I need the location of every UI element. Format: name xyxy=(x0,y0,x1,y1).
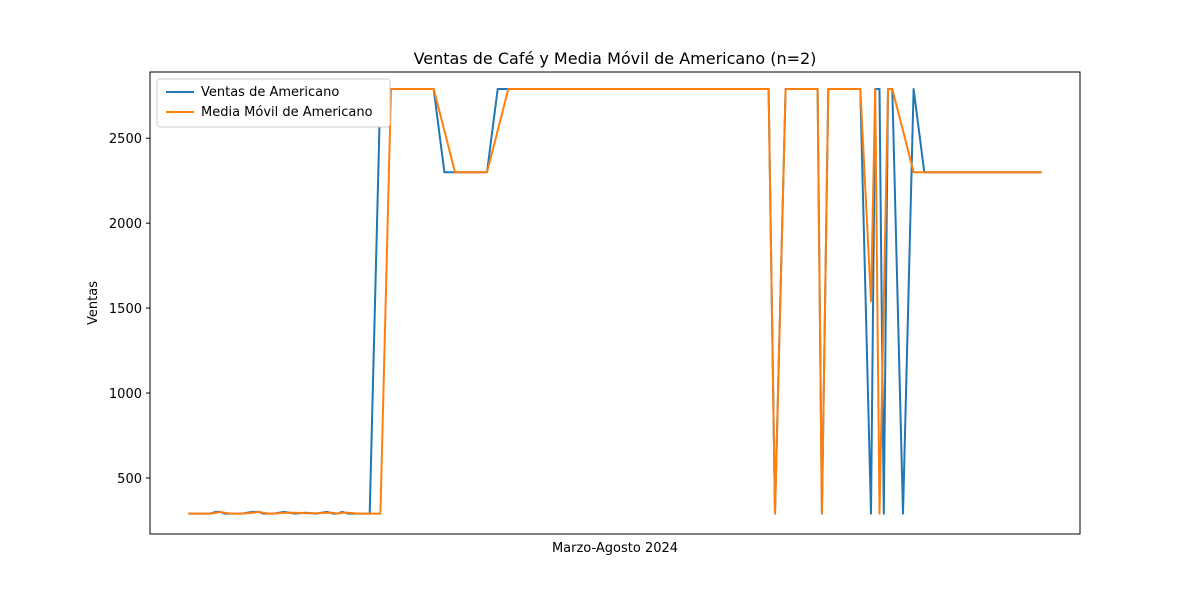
plot-frame xyxy=(149,71,1081,535)
legend: Ventas de Americano Media Móvil de Ameri… xyxy=(156,78,391,128)
y-tick-label: 1500 xyxy=(109,302,142,317)
legend-entry-media-movil: Media Móvil de Americano xyxy=(201,105,373,120)
chart-title: Ventas de Café y Media Móvil de American… xyxy=(414,49,817,68)
y-axis: 500 1000 1500 2000 2500 xyxy=(109,132,150,487)
x-axis-label: Marzo-Agosto 2024 xyxy=(552,541,678,556)
legend-frame xyxy=(156,78,391,128)
y-tick-label: 500 xyxy=(117,472,142,487)
series-layer xyxy=(188,88,1042,515)
y-tick-label: 2000 xyxy=(109,217,142,232)
y-tick-label: 1000 xyxy=(109,387,142,402)
series-line-media-movil xyxy=(188,88,1042,515)
legend-entry-americano: Ventas de Americano xyxy=(201,85,339,100)
plot-area: 500 1000 1500 2000 2500 xyxy=(109,71,1081,535)
y-axis-label: Ventas xyxy=(86,281,101,325)
y-tick-label: 2500 xyxy=(109,132,142,147)
